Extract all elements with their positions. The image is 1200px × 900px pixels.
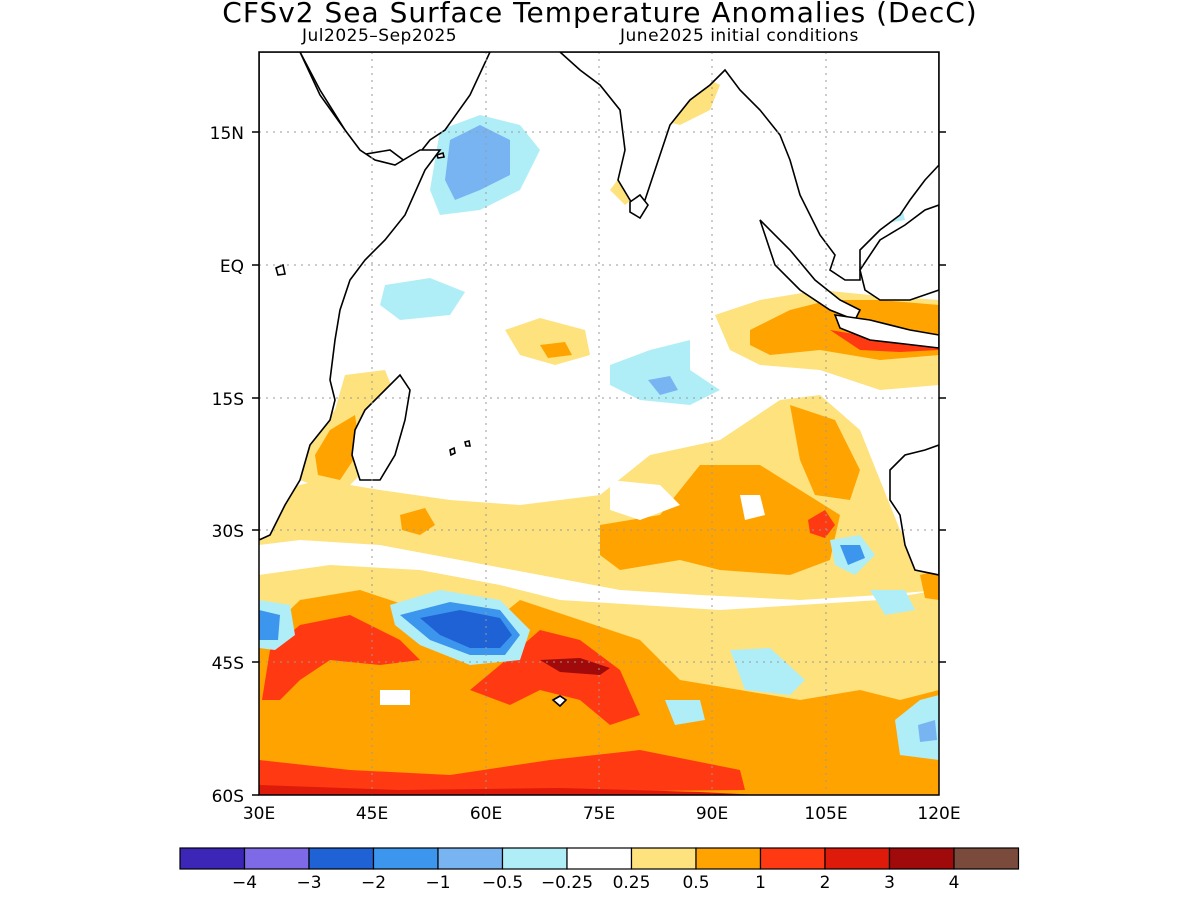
anomaly-region: [540, 658, 610, 675]
anomaly-region: [648, 376, 678, 395]
colorbar-swatch: [888, 847, 955, 870]
anomaly-region: [259, 750, 745, 795]
y-tick-label: 15S: [212, 390, 244, 410]
colorbar-swatch: [372, 847, 439, 870]
anomaly-region: [540, 342, 572, 358]
y-tick-label: 30S: [212, 522, 244, 542]
map-title: CFSv2 Sea Surface Temperature Anomalies …: [222, 0, 978, 29]
gridlines: [259, 52, 939, 795]
anomaly-region: [505, 318, 590, 365]
anomaly-region: [840, 545, 865, 565]
colorbar-label: 0.5: [682, 873, 709, 893]
y-tick-label: 45S: [212, 654, 244, 674]
sri-lanka-land: [629, 193, 649, 220]
socotra-land: [435, 151, 445, 159]
colorbar-swatch: [243, 847, 310, 870]
y-axis-labels: 15N EQ 15S 30S 45S 60S: [210, 124, 244, 807]
colorbar: −4 −3 −2 −1 −0.5 −0.25 0.25 0.5 1 2 3 4: [179, 847, 1020, 893]
colorbar-swatch: [179, 847, 246, 870]
colorbar-label: −0.5: [482, 873, 523, 893]
colorbar-label: 3: [884, 873, 895, 893]
colorbar-label: −0.25: [541, 873, 593, 893]
y-tick-label: 60S: [212, 787, 244, 807]
anomaly-region: [870, 590, 915, 615]
kerguelen-land: [551, 695, 568, 708]
anomaly-region: [610, 340, 720, 405]
colorbar-swatch: [953, 847, 1020, 870]
y-tick-label: 15N: [210, 124, 244, 144]
anomaly-region: [600, 465, 840, 575]
anomaly-region: [315, 415, 360, 480]
anomaly-region: [920, 570, 939, 600]
africa-land: [259, 52, 491, 167]
madagascar-land: [351, 373, 411, 481]
anomaly-region: [445, 125, 510, 200]
reunion-land: [464, 440, 471, 447]
seychelles-land: [275, 263, 286, 276]
borneo-land: [859, 204, 939, 301]
x-tick-label: 45E: [356, 804, 388, 824]
colorbar-label: 2: [820, 873, 831, 893]
sst-anomaly-field: [259, 75, 939, 795]
africa-land: [259, 52, 442, 541]
anomaly-region: [420, 610, 512, 648]
colorbar-label: −2: [361, 873, 386, 893]
colorbar-swatch: [437, 847, 504, 870]
colorbar-label: −1: [425, 873, 450, 893]
colorbar-swatch: [630, 847, 697, 870]
java-land: [833, 314, 939, 349]
x-tick-label: 120E: [917, 804, 960, 824]
x-tick-label: 30E: [243, 804, 275, 824]
india-land: [558, 52, 939, 281]
x-tick-label: 75E: [583, 804, 615, 824]
x-tick-label: 90E: [696, 804, 728, 824]
colorbar-swatch: [759, 847, 826, 870]
anomaly-region: [740, 495, 765, 520]
colorbar-swatch: [566, 847, 633, 870]
x-tick-label: 60E: [470, 804, 502, 824]
anomaly-region: [730, 648, 805, 695]
australia-land: [889, 444, 939, 576]
anomaly-region: [259, 610, 280, 640]
anomaly-region: [918, 720, 937, 742]
anomaly-region: [259, 785, 760, 795]
colorbar-label: −3: [296, 873, 321, 893]
anomaly-region: [790, 405, 860, 500]
anomaly-region: [895, 695, 939, 760]
y-tick-marks: [252, 131, 946, 796]
colorbar-label: 4: [949, 873, 960, 893]
map-frame: [258, 51, 940, 796]
colorbar-label: −4: [232, 873, 257, 893]
sumatra-land: [759, 219, 862, 322]
land-masses: [259, 52, 939, 708]
anomaly-region: [665, 700, 705, 725]
colorbar-swatch: [824, 847, 891, 870]
colorbar-swatch: [308, 847, 375, 870]
anomaly-region: [400, 508, 435, 535]
anomaly-region: [610, 480, 680, 520]
anomaly-region: [380, 690, 410, 705]
colorbar-label: 0.25: [613, 873, 651, 893]
anomaly-region: [808, 510, 835, 538]
anomaly-region: [262, 615, 420, 700]
anomaly-region: [380, 278, 465, 320]
x-axis-labels: 30E 45E 60E 75E 90E 105E 120E: [243, 804, 961, 824]
forecast-period: Jul2025–Sep2025: [302, 26, 458, 46]
x-tick-label: 105E: [804, 804, 847, 824]
initial-conditions: June2025 initial conditions: [620, 26, 859, 46]
colorbar-swatch: [501, 847, 568, 870]
colorbar-label: 1: [755, 873, 766, 893]
mauritius-land: [449, 446, 456, 457]
y-tick-label: EQ: [220, 257, 244, 277]
colorbar-swatch: [695, 847, 762, 870]
anomaly-region: [470, 630, 640, 725]
